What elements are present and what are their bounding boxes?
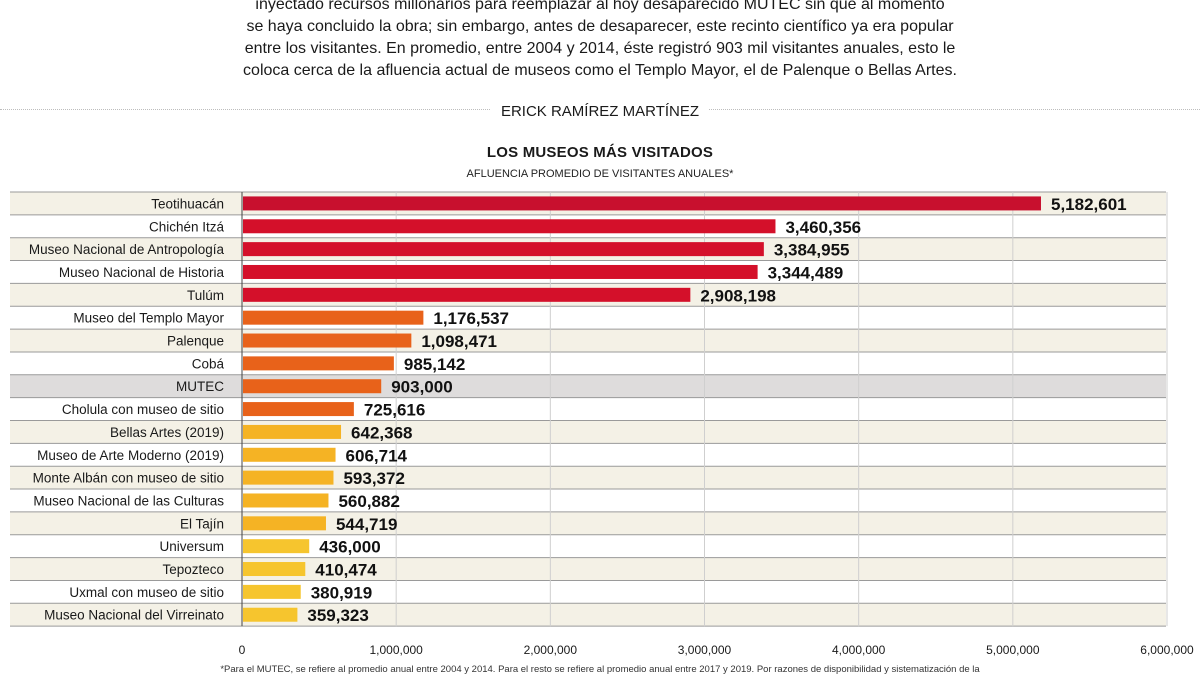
value-label: 380,919 [311, 583, 372, 602]
category-label: Chichén Itzá [149, 219, 225, 234]
category-label: Monte Albán con museo de sitio [33, 471, 224, 486]
footnote: *Para el MUTEC, se refiere al promedio a… [220, 664, 980, 675]
bar [243, 424, 342, 439]
intro-line: inyectado recursos millonarios para reem… [255, 0, 945, 13]
bar [243, 333, 412, 348]
value-label: 1,098,471 [421, 332, 497, 351]
value-label: 3,344,489 [768, 263, 844, 282]
bar [243, 264, 758, 279]
author-byline: ERICK RAMÍREZ MARTÍNEZ [0, 102, 1200, 122]
value-label: 560,882 [338, 492, 399, 511]
value-label: 725,616 [364, 401, 425, 420]
x-tick-label: 5,000,000 [986, 643, 1040, 657]
category-label: Museo de Arte Moderno (2019) [37, 448, 224, 463]
bar [243, 379, 382, 394]
category-label: El Tajín [180, 516, 224, 531]
category-label: Cobá [192, 356, 225, 371]
category-label: Uxmal con museo de sitio [69, 585, 224, 600]
value-label: 903,000 [391, 378, 452, 397]
value-label: 5,182,601 [1051, 195, 1127, 214]
intro-line: entre los visitantes. En promedio, entre… [244, 40, 956, 57]
category-label: Teotihuacán [151, 196, 224, 211]
x-tick-label: 2,000,000 [524, 643, 578, 657]
author-name: ERICK RAMÍREZ MARTÍNEZ [490, 103, 710, 120]
bar [243, 242, 764, 257]
row-band [10, 603, 1166, 627]
intro-line: coloca cerca de la afluencia actual de m… [243, 62, 957, 79]
category-label: Tepozteco [162, 562, 224, 577]
category-label: Palenque [167, 334, 224, 349]
value-label: 436,000 [319, 538, 380, 557]
bar [243, 196, 1041, 211]
value-label: 642,368 [351, 423, 412, 442]
category-label: Museo Nacional de las Culturas [33, 493, 224, 508]
bar [243, 493, 329, 508]
value-label: 3,460,356 [785, 218, 861, 237]
x-tick-label: 6,000,000 [1140, 643, 1194, 657]
x-tick-label: 4,000,000 [832, 643, 886, 657]
value-label: 606,714 [346, 446, 408, 465]
bar [243, 516, 326, 531]
value-label: 544,719 [336, 515, 397, 534]
value-label: 2,908,198 [700, 286, 776, 305]
category-label: Museo Nacional de Historia [59, 265, 225, 280]
category-label: Museo del Templo Mayor [73, 311, 224, 326]
x-tick-label: 3,000,000 [678, 643, 732, 657]
category-label: Museo Nacional de Antropología [29, 242, 225, 257]
value-label: 1,176,537 [433, 309, 509, 328]
bar [243, 402, 354, 417]
bar [243, 562, 306, 577]
category-label: Universum [159, 539, 224, 554]
x-tick-label: 0 [239, 643, 246, 657]
bar [243, 470, 334, 485]
bar [243, 219, 776, 234]
bar [243, 356, 394, 371]
intro-line: se haya concluido la obra; sin embargo, … [246, 18, 954, 35]
bar [243, 584, 301, 599]
bar [243, 539, 310, 554]
bar [243, 287, 691, 302]
value-label: 3,384,955 [774, 241, 850, 260]
bar [243, 447, 336, 462]
value-label: 985,142 [404, 355, 465, 374]
chart-subtitle: AFLUENCIA PROMEDIO DE VISITANTES ANUALES… [466, 168, 734, 180]
x-tick-label: 1,000,000 [369, 643, 423, 657]
value-label: 593,372 [343, 469, 404, 488]
bar [243, 607, 298, 622]
intro-paragraph: inyectado recursos millonarios para reem… [0, 0, 1200, 82]
row-band [10, 351, 1166, 375]
chart-title: LOS MUSEOS MÁS VISITADOS [486, 144, 714, 161]
value-label: 410,474 [315, 561, 377, 580]
category-label: Tulúm [187, 288, 224, 303]
value-label: 359,323 [307, 606, 368, 625]
category-label: Cholula con museo de sitio [62, 402, 224, 417]
category-label: Bellas Artes (2019) [110, 425, 224, 440]
category-label: MUTEC [176, 379, 224, 394]
bar [243, 310, 424, 325]
category-label: Museo Nacional del Virreinato [44, 608, 224, 623]
